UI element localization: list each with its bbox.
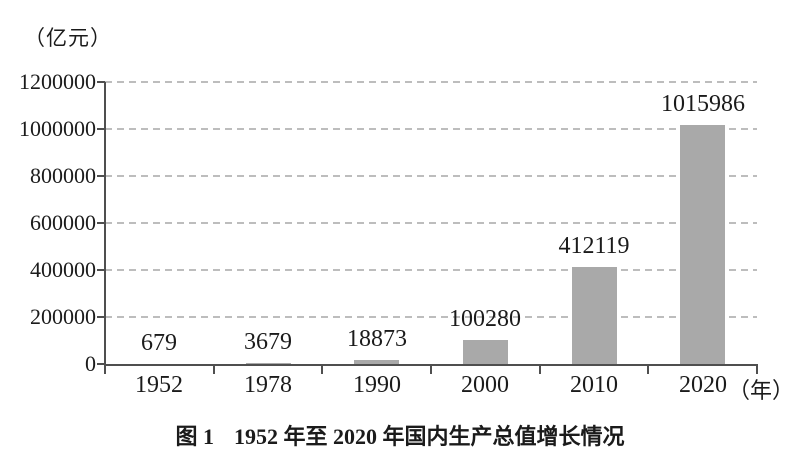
gridline <box>105 222 757 224</box>
y-axis-tick <box>97 269 105 271</box>
y-axis-tick-label: 600000 <box>30 210 96 235</box>
bar <box>463 340 508 364</box>
gridline <box>105 269 757 271</box>
y-axis-line <box>104 82 106 364</box>
bar-value-label: 100280 <box>449 306 521 332</box>
bar-value-label: 18873 <box>347 326 407 352</box>
bar <box>354 360 399 364</box>
x-axis-unit-label: （年） <box>728 378 795 403</box>
y-axis-tick <box>97 81 105 83</box>
x-axis-line <box>104 364 758 366</box>
x-axis-tick <box>538 366 541 374</box>
x-axis-tick <box>212 366 215 374</box>
x-axis-tick-label: 2020 <box>679 372 727 398</box>
x-axis-tick-label: 2010 <box>570 372 618 398</box>
x-axis-tick-label: 2000 <box>461 372 509 398</box>
y-axis-tick-label: 200000 <box>30 304 96 329</box>
y-axis-tick-label: 1000000 <box>19 116 96 141</box>
x-axis-tick-label: 1952 <box>135 372 183 398</box>
gridline <box>105 175 757 177</box>
y-axis-tick <box>97 363 105 365</box>
gridline <box>105 128 757 130</box>
figure-caption-text: 1952 年至 2020 年国内生产总值增长情况 <box>234 424 625 449</box>
bar <box>246 363 291 364</box>
x-axis-tick <box>756 366 758 374</box>
x-axis-tick-label: 1990 <box>353 372 401 398</box>
bar-value-label: 1015986 <box>661 91 745 117</box>
bar-value-label: 679 <box>141 330 177 356</box>
gridline <box>105 81 757 83</box>
y-axis-tick-label: 0 <box>85 351 96 376</box>
figure-caption-number: 图 1 <box>175 424 214 449</box>
x-axis-tick <box>430 366 432 374</box>
y-axis-tick-label: 400000 <box>30 257 96 282</box>
x-axis-tick <box>647 366 650 374</box>
x-axis-tick-label: 1978 <box>244 372 292 398</box>
y-axis-unit-label: （亿元） <box>24 26 112 50</box>
y-axis-tick-label: 1200000 <box>19 69 96 94</box>
y-axis-tick-label: 800000 <box>30 163 96 188</box>
y-axis-tick <box>97 316 105 318</box>
bar-value-label: 3679 <box>244 329 292 355</box>
x-axis-tick <box>321 366 324 374</box>
y-axis-tick <box>97 222 105 224</box>
bar <box>572 267 617 364</box>
bar <box>680 125 725 364</box>
y-axis-tick <box>97 128 105 130</box>
y-axis-tick <box>97 175 105 177</box>
bar-value-label: 412119 <box>558 233 630 259</box>
figure-caption: 图 1 1952 年至 2020 年国内生产总值增长情况 <box>0 419 800 451</box>
x-axis-tick <box>104 366 106 374</box>
gridline <box>105 316 757 318</box>
